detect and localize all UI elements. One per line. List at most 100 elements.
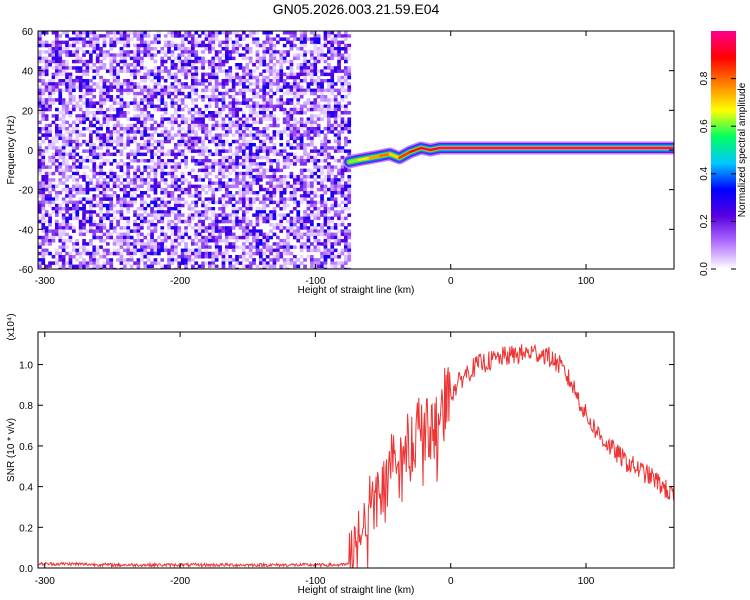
heatmap-cell	[55, 56, 59, 61]
heatmap-cell	[282, 248, 287, 253]
heatmap-cell	[293, 79, 297, 83]
heatmap-cell	[140, 245, 144, 249]
heatmap-cell	[337, 88, 341, 93]
heatmap-cell	[306, 98, 311, 102]
heatmap-cell	[38, 136, 42, 141]
heatmap-cell	[177, 232, 182, 237]
heatmap-cell	[262, 232, 267, 237]
heatmap-cell	[140, 175, 144, 179]
heatmap-cell	[95, 245, 100, 249]
heatmap-cell	[119, 261, 124, 265]
heatmap-cell	[95, 85, 100, 89]
heatmap-cell	[276, 79, 280, 83]
heatmap-cell	[286, 133, 290, 137]
heatmap-cell	[194, 200, 199, 205]
heatmap-cell	[95, 187, 100, 192]
heatmap-cell	[347, 178, 352, 182]
heatmap-cell	[126, 168, 131, 173]
heatmap-cell	[299, 242, 304, 246]
heatmap-cell	[133, 245, 137, 249]
heatmap-cell	[204, 133, 209, 137]
heatmap-cell	[55, 136, 59, 141]
heatmap-cell	[323, 107, 328, 112]
heatmap-cell	[337, 133, 341, 137]
heatmap-cell	[180, 239, 185, 243]
heatmap-cell	[38, 111, 42, 115]
heatmap-cell	[218, 66, 222, 70]
heatmap-cell	[282, 85, 287, 89]
heatmap-cell	[194, 50, 199, 54]
heatmap-cell	[214, 136, 219, 141]
snr-y-label: SNR (10 * v/v)	[6, 418, 17, 482]
heatmap-cell	[143, 88, 148, 93]
heatmap-cell	[51, 98, 56, 102]
heatmap-cell	[109, 219, 114, 224]
heatmap-cell	[133, 69, 137, 73]
heatmap-cell	[225, 216, 229, 221]
heatmap-cell	[272, 210, 277, 214]
heatmap-cell	[293, 37, 297, 41]
heatmap-cell	[299, 255, 304, 259]
heatmap-cell	[293, 187, 297, 192]
heatmap-cell	[150, 123, 154, 128]
heatmap-cell	[38, 104, 42, 109]
heatmap-cell	[299, 168, 304, 173]
heatmap-cell	[344, 47, 348, 51]
heatmap-cell	[255, 120, 260, 125]
heatmap-cell	[201, 159, 205, 163]
heatmap-cell	[225, 267, 229, 269]
heatmap-cell	[320, 178, 324, 182]
heatmap-cell	[38, 85, 42, 89]
heatmap-cell	[279, 98, 284, 102]
heatmap-cell	[330, 187, 335, 192]
heatmap-cell	[340, 248, 345, 253]
heatmap-cell	[55, 152, 59, 157]
heatmap-cell	[44, 267, 49, 269]
heatmap-cell	[316, 127, 321, 131]
heatmap-cell	[242, 114, 246, 118]
heatmap-cell	[140, 98, 144, 102]
heatmap-cell	[143, 40, 148, 45]
heatmap-cell	[82, 69, 86, 73]
heatmap-cell	[51, 261, 56, 265]
heatmap-cell	[286, 165, 290, 169]
heatmap-cell	[310, 56, 314, 61]
heatmap-cell	[299, 226, 304, 230]
y-tick-label: 0.2	[19, 523, 33, 534]
heatmap-cell	[150, 69, 154, 73]
heatmap-cell	[242, 226, 246, 230]
heatmap-cell	[316, 82, 321, 86]
heatmap-cell	[330, 184, 335, 189]
heatmap-cell	[133, 63, 137, 67]
heatmap-cell	[153, 168, 158, 173]
heatmap-cell	[92, 229, 97, 233]
heatmap-cell	[296, 127, 301, 131]
heatmap-cell	[293, 184, 297, 189]
heatmap-cell	[48, 213, 52, 217]
heatmap-cell	[320, 197, 324, 201]
heatmap-cell	[201, 168, 205, 173]
heatmap-cell	[102, 79, 107, 83]
heatmap-cell	[95, 264, 100, 269]
heatmap-cell	[58, 155, 63, 160]
heatmap-cell	[279, 197, 284, 201]
heatmap-cell	[242, 47, 246, 51]
heatmap-cell	[78, 187, 83, 192]
heatmap-cell	[272, 53, 277, 57]
heatmap-cell	[228, 219, 233, 224]
heatmap-cell	[255, 50, 260, 54]
heatmap-cell	[41, 40, 46, 45]
heatmap-cell	[218, 107, 222, 112]
heatmap-cell	[282, 165, 287, 169]
heatmap-cell	[286, 261, 290, 265]
heatmap-cell	[282, 159, 287, 163]
heatmap-cell	[170, 75, 175, 80]
heatmap-cell	[201, 242, 205, 246]
heatmap-cell	[180, 175, 185, 179]
heatmap-cell	[153, 91, 158, 96]
heatmap-cell	[255, 111, 260, 115]
heatmap-cell	[293, 120, 297, 125]
heatmap-cell	[306, 203, 311, 208]
heatmap-cell	[174, 95, 178, 99]
heatmap-cell	[248, 184, 253, 189]
